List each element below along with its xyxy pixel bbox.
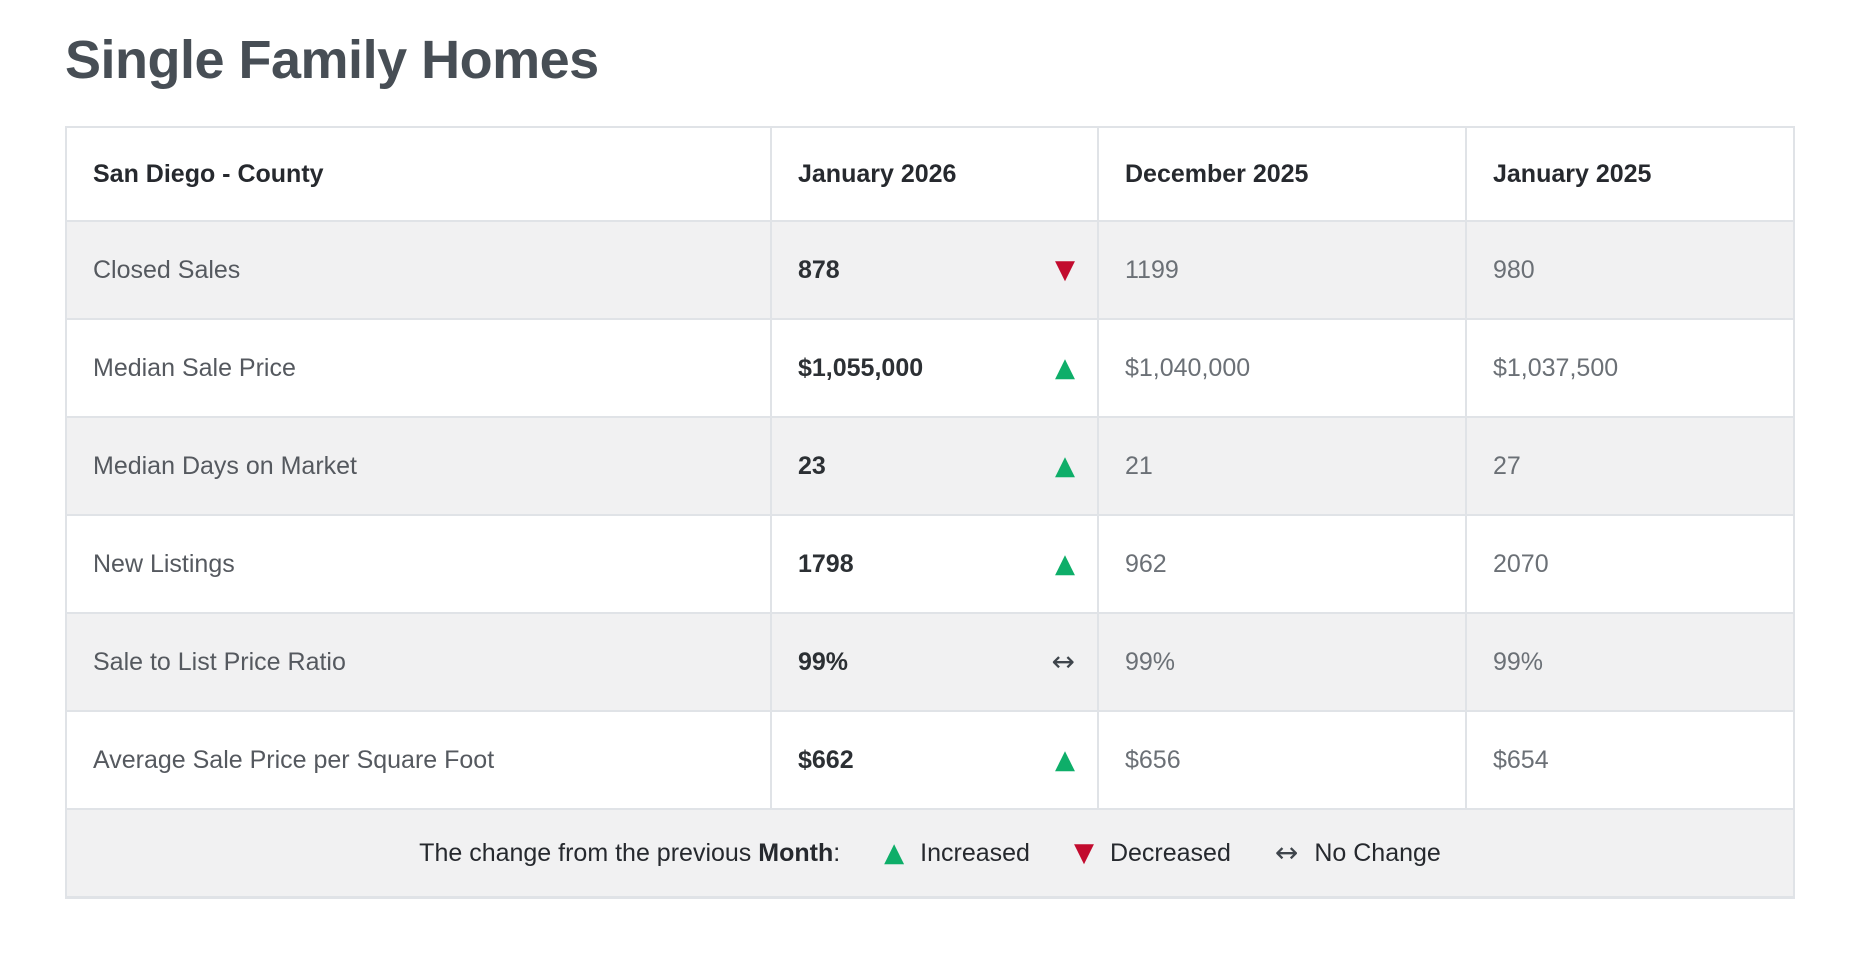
no-change-label: No Change xyxy=(1314,838,1441,867)
legend-decreased: ▼ Decreased xyxy=(1074,839,1231,868)
region-header-cell: San Diego - County xyxy=(67,128,772,223)
column-header-prev-month: December 2025 xyxy=(1099,128,1467,223)
current-value: $1,055,000 xyxy=(798,353,924,382)
metric-label: Median Sale Price xyxy=(67,320,772,419)
page-title: Single Family Homes xyxy=(65,30,599,90)
table-row: Average Sale Price per Square Foot $662 … xyxy=(67,712,1793,811)
current-value-cell: 23 ▲ xyxy=(772,418,1099,517)
prev-month-value: 21 xyxy=(1099,418,1467,517)
prev-year-value: 980 xyxy=(1467,222,1793,321)
table-row: Median Days on Market 23 ▲ 21 27 xyxy=(67,418,1793,517)
prev-month-value: $1,040,000 xyxy=(1099,320,1467,419)
metric-label: Median Days on Market xyxy=(67,418,772,517)
current-value-cell: 99% ↔ xyxy=(772,614,1099,713)
legend-caption: The change from the previous Month: xyxy=(419,838,841,867)
column-header-prev-year: January 2025 xyxy=(1467,128,1793,223)
prev-year-value: 2070 xyxy=(1467,516,1793,615)
current-value-cell: $1,055,000 ▲ xyxy=(772,320,1099,419)
increased-label: Increased xyxy=(920,838,1030,867)
table-row: New Listings 1798 ▲ 962 2070 xyxy=(67,516,1793,615)
current-value: 99% xyxy=(798,647,849,676)
prev-year-value: 99% xyxy=(1467,614,1793,713)
decreased-label: Decreased xyxy=(1109,838,1231,867)
table-row: Median Sale Price $1,055,000 ▲ $1,040,00… xyxy=(67,320,1793,419)
metric-label: Closed Sales xyxy=(67,222,772,321)
legend-no-change: ↔ No Change xyxy=(1275,839,1441,868)
legend-row: The change from the previous Month: ▲ In… xyxy=(67,810,1793,897)
prev-year-value: 27 xyxy=(1467,418,1793,517)
current-value: 1798 xyxy=(798,549,854,578)
metric-label: Average Sale Price per Square Foot xyxy=(67,712,772,811)
no-change-arrow-icon: ↔ xyxy=(1274,836,1299,870)
prev-month-value: 1199 xyxy=(1099,222,1467,321)
table-row: Closed Sales 878 ▼ 1199 980 xyxy=(67,222,1793,321)
table-header-row: San Diego - County January 2026 December… xyxy=(67,128,1793,223)
increased-triangle-icon: ▲ xyxy=(884,838,905,869)
prev-year-value: $1,037,500 xyxy=(1467,320,1793,419)
legend-period: Month xyxy=(758,838,834,867)
column-header-current: January 2026 xyxy=(772,128,1099,223)
metric-label: Sale to List Price Ratio xyxy=(67,614,772,713)
prev-month-value: 99% xyxy=(1099,614,1467,713)
prev-month-value: $656 xyxy=(1099,712,1467,811)
trend-up-icon: ▲ xyxy=(1055,353,1075,384)
current-value: 878 xyxy=(798,255,840,284)
current-value-cell: 878 ▼ xyxy=(772,222,1099,321)
market-stats-table: San Diego - County January 2026 December… xyxy=(65,126,1795,900)
trend-up-icon: ▲ xyxy=(1055,451,1075,482)
decreased-triangle-icon: ▼ xyxy=(1073,838,1094,869)
trend-up-icon: ▲ xyxy=(1055,549,1075,580)
table-row: Sale to List Price Ratio 99% ↔ 99% 99% xyxy=(67,614,1793,713)
current-value: 23 xyxy=(798,451,826,480)
current-value-cell: $662 ▲ xyxy=(772,712,1099,811)
legend-increased: ▲ Increased xyxy=(884,839,1030,868)
trend-down-icon: ▼ xyxy=(1055,255,1075,286)
prev-year-value: $654 xyxy=(1467,712,1793,811)
current-value-cell: 1798 ▲ xyxy=(772,516,1099,615)
current-value: $662 xyxy=(798,745,854,774)
prev-month-value: 962 xyxy=(1099,516,1467,615)
no-change-icon: ↔ xyxy=(1051,645,1075,679)
metric-label: New Listings xyxy=(67,516,772,615)
trend-up-icon: ▲ xyxy=(1055,745,1075,776)
